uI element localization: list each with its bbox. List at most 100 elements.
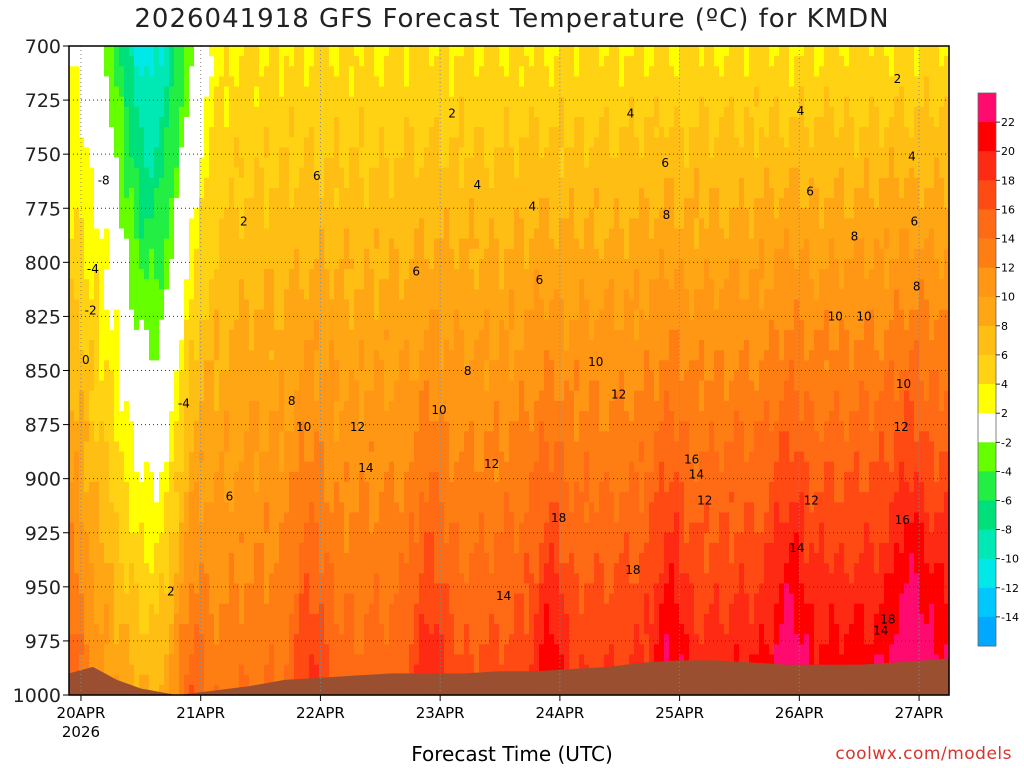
field-cell (369, 269, 375, 280)
field-cell (454, 370, 460, 382)
field-cell (299, 502, 305, 514)
field-cell (459, 56, 465, 67)
field-cell (379, 360, 385, 372)
field-cell (209, 654, 215, 666)
field-cell (324, 329, 330, 341)
field-cell (329, 279, 335, 290)
field-cell (74, 593, 80, 605)
field-cell (409, 522, 415, 534)
field-cell (289, 613, 295, 625)
field-cell (344, 644, 350, 656)
field-cell (69, 532, 75, 544)
field-cell (154, 603, 160, 615)
field-cell (344, 461, 350, 473)
field-cell (249, 157, 255, 169)
field-cell (329, 654, 335, 666)
field-cell (164, 198, 170, 209)
field-cell (239, 127, 245, 138)
field-cell (424, 411, 430, 422)
field-cell (359, 319, 365, 331)
field-cell (169, 553, 175, 564)
field-cell (349, 390, 355, 402)
field-cell (314, 147, 320, 159)
field-cell (174, 634, 180, 645)
field-cell (239, 279, 245, 290)
field-cell (309, 248, 315, 260)
field-cell (174, 167, 180, 179)
field-cell (134, 512, 140, 524)
field-cell (209, 674, 215, 686)
field-cell (314, 137, 320, 149)
field-cell (334, 522, 340, 534)
field-cell (69, 654, 75, 666)
field-cell (274, 522, 280, 534)
field-cell (294, 553, 300, 564)
field-cell (414, 238, 420, 250)
field-cell (419, 269, 425, 280)
field-cell (219, 340, 225, 351)
field-cell (344, 258, 350, 270)
field-cell (224, 137, 230, 149)
field-cell (434, 613, 440, 625)
field-cell (289, 482, 295, 493)
field-cell (124, 248, 130, 260)
field-cell (129, 380, 135, 392)
field-cell (179, 137, 185, 149)
field-cell (449, 157, 455, 169)
field-cell (134, 106, 140, 118)
field-cell (84, 340, 90, 351)
field-cell (324, 431, 330, 443)
field-cell (434, 258, 440, 270)
field-cell (69, 177, 75, 189)
field-cell (169, 238, 175, 250)
field-cell (354, 137, 360, 149)
field-cell (79, 116, 85, 128)
field-cell (329, 400, 335, 412)
field-cell (269, 187, 275, 199)
field-cell (419, 137, 425, 149)
field-cell (189, 279, 195, 290)
field-cell (104, 299, 110, 311)
field-cell (224, 411, 230, 422)
field-cell (89, 431, 95, 443)
field-cell (384, 624, 390, 635)
field-cell (119, 431, 125, 443)
field-cell (399, 654, 405, 666)
field-cell (179, 512, 185, 524)
field-cell (224, 208, 230, 219)
field-cell (194, 390, 200, 402)
field-cell (424, 451, 430, 463)
field-cell (439, 482, 445, 493)
field-cell (149, 106, 155, 118)
field-cell (209, 553, 215, 564)
field-cell (284, 613, 290, 625)
field-cell (399, 624, 405, 635)
field-cell (89, 492, 95, 503)
field-cell (229, 137, 235, 149)
field-cell (304, 441, 310, 453)
field-cell (269, 279, 275, 290)
field-cell (84, 644, 90, 656)
field-cell (414, 603, 420, 615)
field-cell (94, 96, 100, 108)
field-cell (314, 66, 320, 78)
field-cell (454, 96, 460, 108)
field-cell (89, 319, 95, 331)
field-cell (109, 299, 115, 311)
field-cell (229, 482, 235, 493)
field-cell (129, 137, 135, 149)
field-cell (269, 56, 275, 67)
field-cell (219, 563, 225, 574)
field-cell (129, 187, 135, 199)
field-cell (144, 390, 150, 402)
field-cell (414, 137, 420, 149)
field-cell (159, 684, 165, 696)
field-cell (259, 56, 265, 67)
field-cell (409, 86, 415, 98)
field-cell (329, 187, 335, 199)
field-cell (339, 451, 345, 463)
field-cell (304, 329, 310, 341)
field-cell (439, 147, 445, 159)
field-cell (164, 147, 170, 159)
field-cell (149, 258, 155, 270)
